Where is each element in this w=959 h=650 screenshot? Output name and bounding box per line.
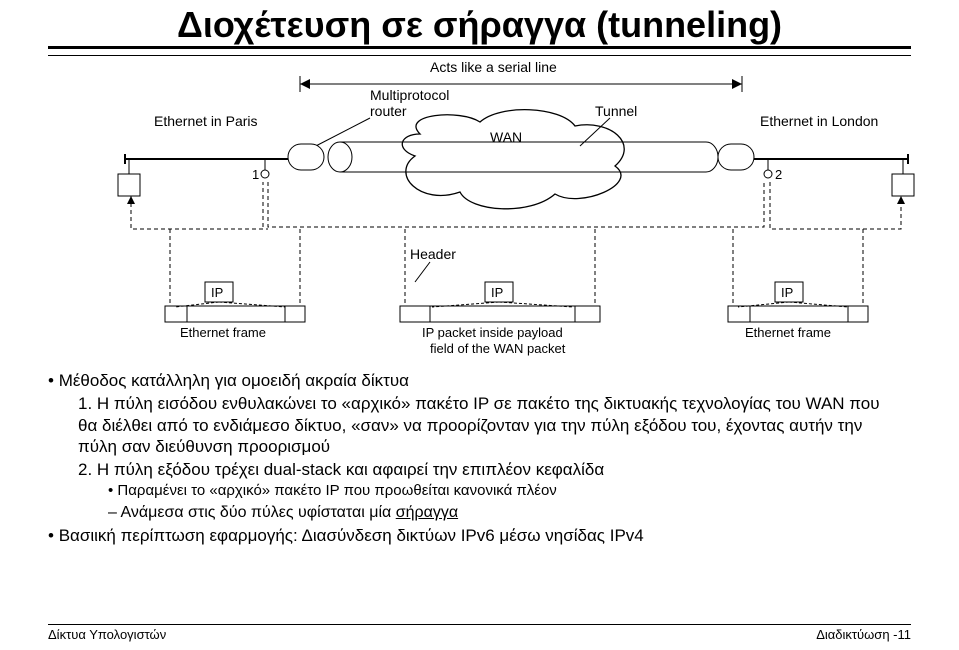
acts-like-label: Acts like a serial line (430, 59, 557, 75)
ip-label-right: IP (781, 285, 793, 300)
ip-label-mid: IP (491, 285, 503, 300)
payload-line1: IP packet inside payload (422, 325, 563, 340)
page-title: Διοχέτευση σε σήραγγα (tunneling) (0, 4, 959, 46)
multiprotocol-label: Multiprotocol (370, 87, 449, 103)
header-label: Header (410, 246, 456, 262)
eth-frame-left: Ethernet frame (180, 325, 266, 340)
bullet-1-2b-pre: Ανάμεσα στις δύο πύλες υφίσταται μία (120, 504, 395, 521)
eth-paris-label: Ethernet in Paris (154, 113, 258, 129)
bullet-list: Μέθοδος κατάλληλη για ομοειδή ακραία δίκ… (48, 370, 899, 548)
right-router-num: 2 (775, 167, 782, 182)
payload-line2: field of the WAN packet (430, 341, 566, 356)
bullet-1: Μέθοδος κατάλληλη για ομοειδή ακραία δίκ… (48, 370, 899, 391)
tunnel-underline: σήραγγα (396, 504, 458, 521)
bullet-2: Βασιική περίπτωση εφαρμογής: Διασύνδεση … (48, 525, 899, 546)
diagram-area: Acts like a serial line Multiprotocol ro… (0, 54, 959, 364)
eth-london-label: Ethernet in London (760, 113, 878, 129)
bullet-1-2: Η πύλη εξόδου τρέχει dual-stack και αφαι… (78, 459, 899, 480)
ip-label-left: IP (211, 285, 223, 300)
footer-right: Διαδικτύωση -11 (816, 627, 911, 642)
router-label: router (370, 103, 407, 119)
bullet-1-1: Η πύλη εισόδου ενθυλακώνει το «αρχικό» π… (78, 393, 899, 457)
bullet-1-2b: Ανάμεσα στις δύο πύλες υφίσταται μία σήρ… (108, 503, 899, 523)
bullet-1-2a: Παραμένει το «αρχικό» πακέτο IP που προω… (108, 482, 899, 501)
footer-left: Δίκτυα Υπολογιστών (48, 627, 166, 642)
left-router-num: 1 (252, 167, 259, 182)
footer: Δίκτυα Υπολογιστών Διαδικτύωση -11 (48, 624, 911, 642)
tunnel-label: Tunnel (595, 103, 637, 119)
diagram-svg: Acts like a serial line Multiprotocol ro… (0, 54, 959, 374)
wan-label: WAN (490, 129, 522, 145)
eth-frame-right: Ethernet frame (745, 325, 831, 340)
